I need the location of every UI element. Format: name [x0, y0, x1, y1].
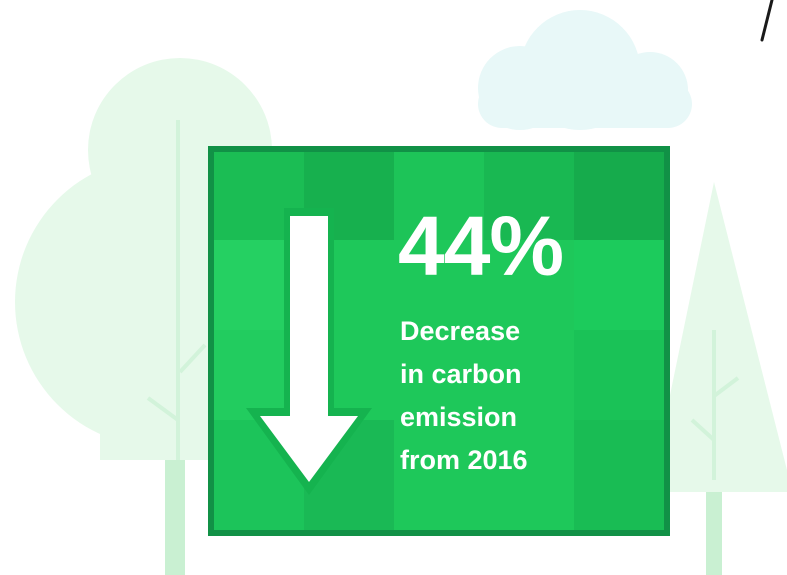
- cloud-icon: [478, 10, 692, 130]
- corner-mark: [760, 0, 774, 42]
- pine-tree-trunk: [706, 470, 722, 575]
- stat-caption: Decrease in carbon emission from 2016: [400, 310, 620, 482]
- stat-caption-line: in carbon: [400, 359, 522, 389]
- stat-caption-line: from 2016: [400, 445, 528, 475]
- stat-caption-line: emission: [400, 402, 518, 432]
- stat-value: 44%: [398, 199, 564, 293]
- stat-caption-line: Decrease: [400, 316, 521, 346]
- pine-tree-icon: [650, 182, 787, 575]
- arrow-down-icon: [246, 208, 372, 495]
